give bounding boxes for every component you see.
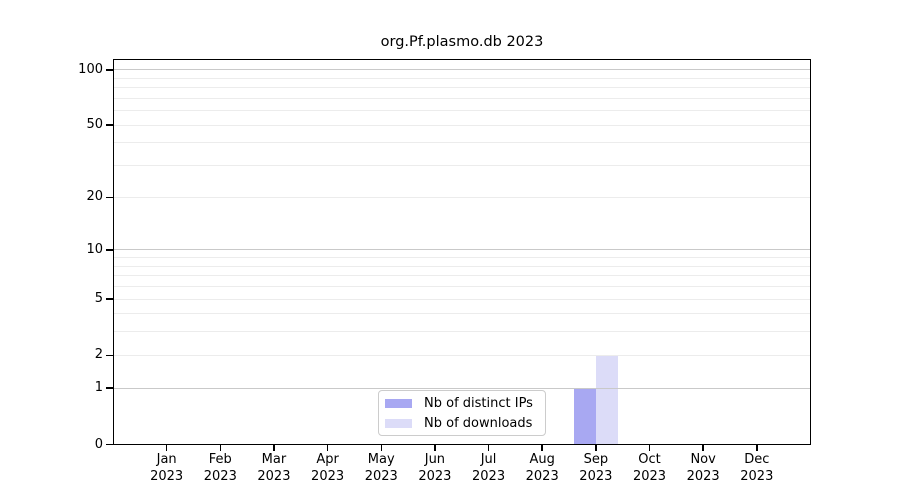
x-tick-month: Sep xyxy=(583,452,609,467)
x-tick-label-may: May 2023 xyxy=(351,452,411,485)
gridline-100 xyxy=(114,69,810,71)
gridline-2 xyxy=(114,354,810,356)
y-tick-1 xyxy=(106,387,113,389)
x-tick-label-nov: Nov 2023 xyxy=(673,452,733,485)
legend-label-distinct-ips: Nb of distinct IPs xyxy=(424,395,533,411)
x-tick-year: 2023 xyxy=(150,468,184,484)
x-tick-year: 2023 xyxy=(740,468,774,484)
gridline-60 xyxy=(114,110,810,112)
y-tick-label-50: 50 xyxy=(86,117,103,133)
x-tick-month: May xyxy=(367,452,395,467)
gridline-90 xyxy=(114,77,810,79)
x-tick-label-aug: Aug 2023 xyxy=(512,452,572,485)
x-tick-month: Mar xyxy=(261,452,287,467)
x-tick-label-oct: Oct 2023 xyxy=(620,452,680,485)
x-tick-jul xyxy=(487,445,490,451)
x-tick-nov xyxy=(702,445,704,451)
x-tick-dec xyxy=(756,445,758,451)
x-tick-may xyxy=(380,445,382,451)
x-tick-month: Jan xyxy=(156,452,177,467)
legend-label-downloads: Nb of downloads xyxy=(424,415,533,431)
legend-item-downloads: Nb of downloads xyxy=(385,413,539,433)
bar-distinct-ips-sep xyxy=(573,388,596,444)
y-tick-label-2: 2 xyxy=(94,347,103,363)
x-tick-apr xyxy=(326,445,329,451)
gridline-80 xyxy=(114,87,810,89)
x-tick-sep xyxy=(595,445,597,451)
x-tick-month: Feb xyxy=(208,452,232,467)
x-tick-aug xyxy=(541,445,543,451)
y-tick-label-10: 10 xyxy=(86,241,103,257)
gridline-6 xyxy=(114,285,810,287)
x-tick-year: 2023 xyxy=(257,468,291,484)
y-tick-label-0: 0 xyxy=(94,436,103,452)
x-tick-year: 2023 xyxy=(525,468,559,484)
y-tick-label-100: 100 xyxy=(78,61,103,77)
x-tick-label-dec: Dec 2023 xyxy=(727,452,787,485)
y-tick-10 xyxy=(106,249,113,251)
gridline-40 xyxy=(114,142,810,144)
y-tick-label-20: 20 xyxy=(86,189,103,205)
x-tick-label-mar: Mar 2023 xyxy=(244,452,304,485)
x-tick-year: 2023 xyxy=(311,468,345,484)
gridline-4 xyxy=(114,313,810,315)
x-tick-year: 2023 xyxy=(579,468,613,484)
gridline-10 xyxy=(114,249,810,251)
x-tick-month: Jul xyxy=(480,452,497,467)
x-tick-month: Jun xyxy=(424,452,446,467)
legend-swatch-downloads xyxy=(385,418,412,428)
gridline-5 xyxy=(114,298,810,300)
gridline-20 xyxy=(114,196,810,198)
x-tick-jun xyxy=(434,445,436,451)
x-tick-month: Dec xyxy=(744,452,770,467)
x-tick-year: 2023 xyxy=(203,468,237,484)
bar-downloads-sep xyxy=(595,355,618,444)
x-tick-feb xyxy=(219,445,222,451)
legend: Nb of distinct IPs Nb of downloads xyxy=(378,390,546,436)
x-tick-month: Aug xyxy=(529,452,555,467)
x-tick-label-jun: Jun 2023 xyxy=(405,452,465,485)
gridline-30 xyxy=(114,165,810,167)
legend-item-distinct-ips: Nb of distinct IPs xyxy=(385,393,539,413)
x-tick-label-sep: Sep 2023 xyxy=(566,452,626,485)
x-tick-label-apr: Apr 2023 xyxy=(298,452,358,485)
gridline-50 xyxy=(114,124,810,126)
x-tick-label-feb: Feb 2023 xyxy=(190,452,250,485)
x-tick-mar xyxy=(273,445,275,451)
y-tick-50 xyxy=(106,124,113,126)
x-tick-year: 2023 xyxy=(364,468,398,484)
x-tick-year: 2023 xyxy=(472,468,506,484)
x-tick-year: 2023 xyxy=(686,468,720,484)
y-tick-label-1: 1 xyxy=(94,380,103,396)
x-tick-label-jan: Jan 2023 xyxy=(137,452,197,485)
x-tick-month: Nov xyxy=(690,452,716,467)
gridline-3 xyxy=(114,331,810,333)
y-tick-100 xyxy=(106,69,113,71)
x-tick-jan xyxy=(165,445,168,451)
y-tick-20 xyxy=(106,196,113,199)
y-tick-label-5: 5 xyxy=(94,291,103,306)
x-tick-oct xyxy=(648,445,651,451)
legend-swatch-distinct-ips xyxy=(385,398,412,408)
gridline-7 xyxy=(114,275,810,277)
y-tick-2 xyxy=(106,354,113,357)
chart-title: org.Pf.plasmo.db 2023 xyxy=(380,34,544,50)
x-tick-month: Apr xyxy=(316,452,339,467)
gridline-8 xyxy=(114,265,810,267)
gridline-1 xyxy=(114,387,810,389)
x-tick-label-jul: Jul 2023 xyxy=(459,452,519,485)
x-tick-month: Oct xyxy=(638,452,661,467)
y-tick-5 xyxy=(106,298,113,300)
y-tick-0 xyxy=(106,443,113,446)
gridline-70 xyxy=(114,97,810,99)
x-tick-year: 2023 xyxy=(632,468,667,484)
gridline-9 xyxy=(114,257,810,259)
x-tick-year: 2023 xyxy=(418,468,452,484)
